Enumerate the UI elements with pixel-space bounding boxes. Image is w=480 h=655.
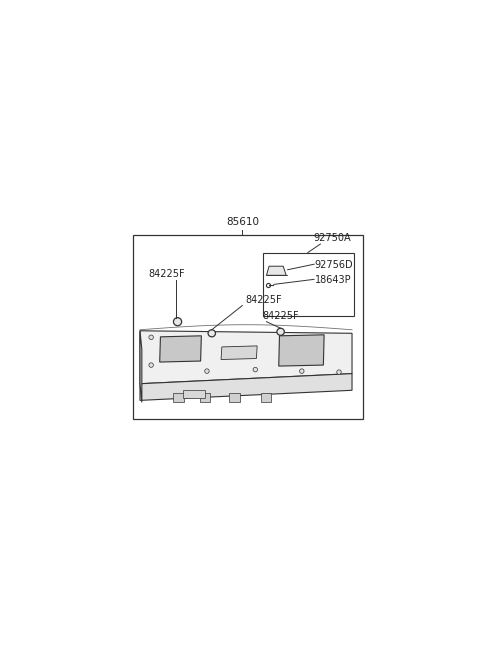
Ellipse shape	[204, 369, 209, 373]
Ellipse shape	[149, 335, 154, 339]
Polygon shape	[160, 336, 202, 362]
Bar	[229, 393, 240, 402]
Ellipse shape	[253, 367, 258, 372]
Bar	[200, 393, 210, 402]
Text: 84225F: 84225F	[148, 269, 185, 279]
Ellipse shape	[300, 369, 304, 373]
Polygon shape	[140, 373, 352, 400]
Ellipse shape	[277, 328, 284, 335]
Bar	[183, 390, 205, 398]
Bar	[173, 393, 184, 402]
Polygon shape	[140, 331, 142, 402]
Text: 84225F: 84225F	[263, 310, 300, 321]
Ellipse shape	[208, 329, 216, 337]
Polygon shape	[266, 266, 286, 275]
Polygon shape	[279, 335, 324, 366]
Bar	[263, 253, 354, 316]
Text: 18643P: 18643P	[315, 275, 351, 286]
Ellipse shape	[173, 318, 181, 326]
Text: 85610: 85610	[226, 217, 259, 227]
Text: 92750A: 92750A	[313, 233, 350, 243]
Ellipse shape	[149, 363, 154, 367]
Bar	[132, 235, 363, 419]
Text: 84225F: 84225F	[245, 295, 282, 305]
Ellipse shape	[337, 370, 341, 375]
Bar	[261, 393, 271, 402]
Polygon shape	[221, 346, 257, 360]
Polygon shape	[140, 331, 352, 384]
Text: 92756D: 92756D	[315, 260, 353, 271]
